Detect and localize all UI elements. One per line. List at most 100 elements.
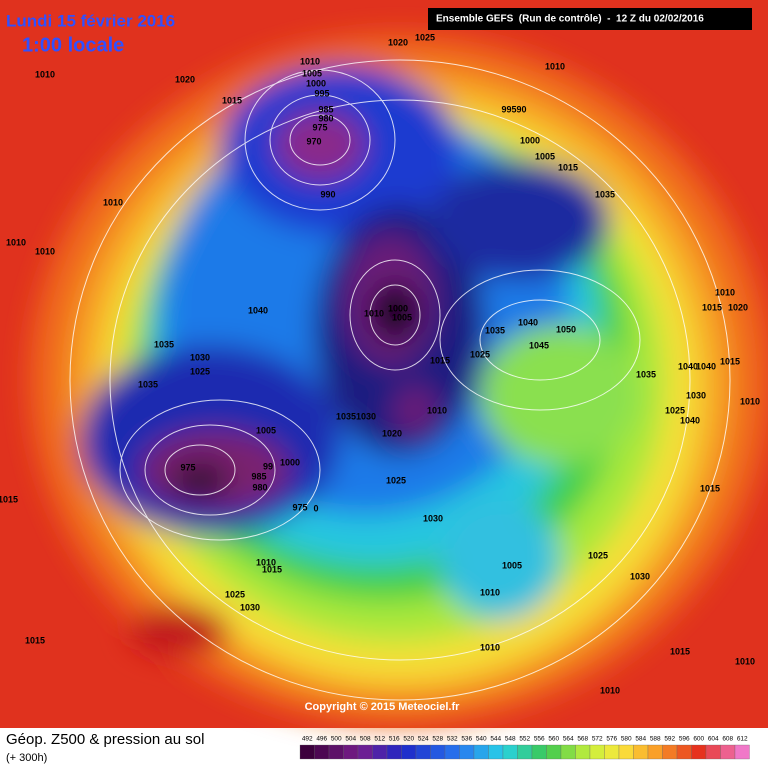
- isobar-label: 1020: [382, 428, 402, 438]
- scale-swatch: [531, 744, 547, 760]
- scale-swatch: [343, 744, 359, 760]
- isobar-label: 1010: [256, 557, 276, 567]
- scale-swatch: [720, 744, 736, 760]
- scale-swatch: [604, 744, 620, 760]
- isobar-label: 1010: [103, 197, 123, 207]
- run-info: Ensemble GEFS (Run de contrôle) - 12 Z d…: [436, 14, 704, 25]
- scale-swatch: [328, 744, 344, 760]
- isobar-label: 1010: [364, 308, 384, 318]
- isobar-label: 1010: [740, 396, 760, 406]
- color-scale: 492 496 500 504 508 512 516 520 524 528 532 536 540 5…: [299, 736, 750, 760]
- isobar-label: 1015: [222, 95, 242, 105]
- scale-swatch: [691, 744, 707, 760]
- isobar-label: 980: [318, 113, 333, 123]
- scale-label: 600: [693, 736, 704, 743]
- isobar-label: 1015: [700, 483, 720, 493]
- isobar-label: 1010: [300, 56, 320, 66]
- scale-label: 560: [548, 736, 559, 743]
- scale-label: 492: [302, 736, 313, 743]
- scale-swatch: [705, 744, 721, 760]
- isobar-label: 99590: [501, 104, 526, 114]
- isobar-label: 1005: [535, 151, 555, 161]
- isobar-label: 1010: [715, 287, 735, 297]
- isobar-label: 985: [318, 104, 333, 114]
- isobar-label: 1000: [280, 457, 300, 467]
- local-time: 1:00 locale: [22, 34, 124, 56]
- date: Lundi 15 février 2016: [6, 11, 175, 30]
- isobar-label: 0: [313, 503, 318, 513]
- scale-swatch: [488, 744, 504, 760]
- isobar-label: 1010: [600, 685, 620, 695]
- isobar-label: 1005: [502, 560, 522, 570]
- isobar-label: 1040: [696, 361, 716, 371]
- scale-label: 564: [563, 736, 574, 743]
- isobar-label: 1030: [630, 571, 650, 581]
- isobar-label: 1035: [595, 189, 615, 199]
- scale-swatch: [502, 744, 518, 760]
- isobar-label: 1025: [588, 550, 608, 560]
- scale-label: 580: [621, 736, 632, 743]
- scale-label: 576: [606, 736, 617, 743]
- isobar-label: 985: [251, 471, 266, 481]
- isobar-label: 1000: [306, 78, 326, 88]
- isobar-label: 1025: [665, 405, 685, 415]
- isobar-label: 1030: [190, 352, 210, 362]
- scale-label: 540: [476, 736, 487, 743]
- isobar-label: 1005: [392, 312, 412, 322]
- run-box: [428, 8, 752, 30]
- isobar-label: 1030: [423, 513, 443, 523]
- isobar-label: 1025: [415, 32, 435, 42]
- isobar-label: 1000: [520, 135, 540, 145]
- isobar-label: 1015: [702, 302, 722, 312]
- isobar-label: 975: [180, 462, 195, 472]
- isobar-label: 1015: [670, 646, 690, 656]
- isobar-label: 1025: [386, 475, 406, 485]
- scale-label: 552: [519, 736, 530, 743]
- scale-swatch: [589, 744, 605, 760]
- scale-label: 536: [461, 736, 472, 743]
- isobar-label: 1030: [240, 602, 260, 612]
- isobar-label: 1010: [480, 642, 500, 652]
- isobar-label: 1015: [430, 355, 450, 365]
- scale-label: 504: [345, 736, 356, 743]
- isobar-label: 1025: [470, 349, 490, 359]
- scale-swatch: [386, 744, 402, 760]
- scale-swatch: [299, 744, 315, 760]
- isobar-label: 1035: [138, 379, 158, 389]
- forecast-lead: (+ 300h): [6, 752, 47, 764]
- scale-swatch: [430, 744, 446, 760]
- scale-label: 572: [592, 736, 603, 743]
- scale-swatch: [575, 744, 591, 760]
- scale-label: 516: [389, 736, 400, 743]
- isobar-label: 1010: [545, 61, 565, 71]
- isobar-label: 1010: [35, 69, 55, 79]
- scale-swatch: [633, 744, 649, 760]
- scale-label: 544: [490, 736, 501, 743]
- isobar-label: 1025: [225, 589, 245, 599]
- isobar-label: 1015: [262, 564, 282, 574]
- isobar-label: 1020: [728, 302, 748, 312]
- scale-swatch: [459, 744, 475, 760]
- isobar-label: 1015: [0, 494, 18, 504]
- isobar-label: 1005: [302, 68, 322, 78]
- isobar-label: 1035: [485, 325, 505, 335]
- scale-swatch: [473, 744, 489, 760]
- isobars: [69, 59, 731, 701]
- isobar-label: 975: [292, 502, 307, 512]
- isobar-label: 1025: [190, 366, 210, 376]
- isobar-label: 1045: [529, 340, 549, 350]
- scale-label: 596: [679, 736, 690, 743]
- isobar-label: 1020: [388, 37, 408, 47]
- scale-swatch: [676, 744, 692, 760]
- scale-swatch: [357, 744, 373, 760]
- scale-swatch: [546, 744, 562, 760]
- isobar-label: 1010: [427, 405, 447, 415]
- scale-swatch: [618, 744, 634, 760]
- isobar-label: 1015: [558, 162, 578, 172]
- footer-title: Géop. Z500 & pression au sol: [6, 731, 204, 748]
- scale-swatch: [647, 744, 663, 760]
- scale-label: 584: [635, 736, 646, 743]
